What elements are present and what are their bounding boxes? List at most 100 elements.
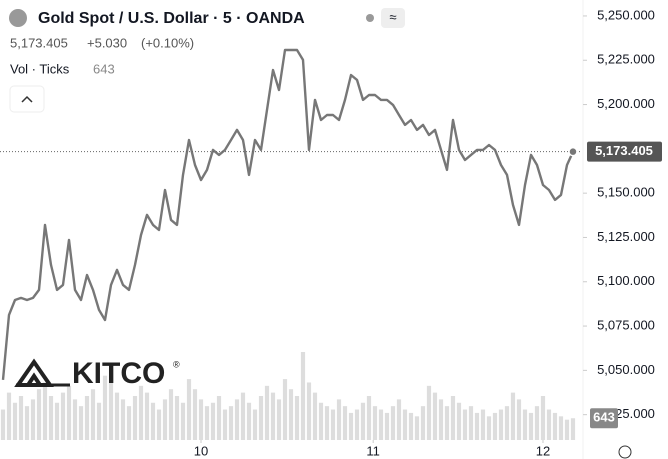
volume-bar	[138, 385, 144, 440]
watermark: KITCO ®	[14, 357, 180, 390]
volume-bar	[342, 406, 348, 440]
x-tick-label: 12	[536, 443, 550, 458]
registered-mark: ®	[173, 359, 180, 369]
volume-bar	[540, 396, 546, 440]
volume-bar	[516, 399, 522, 440]
price: 5,173.405	[10, 35, 68, 50]
volume-bar	[276, 399, 282, 440]
y-tick-label: 5,125.000	[597, 229, 655, 244]
volume-bar	[150, 402, 156, 440]
volume-bar	[198, 399, 204, 440]
volume-bar	[162, 399, 168, 440]
volume-bar	[30, 399, 36, 440]
volume-bar	[264, 385, 270, 440]
volume-bar	[456, 402, 462, 440]
volume-bar	[510, 392, 516, 440]
settings-icon[interactable]	[618, 445, 632, 459]
y-tick-label: 5,100.000	[597, 273, 655, 288]
status-dot	[366, 14, 374, 22]
volume-bar	[174, 396, 180, 440]
volume-bar	[42, 382, 48, 440]
volume-bar	[498, 409, 504, 440]
volume-bar	[234, 399, 240, 440]
volume-label: Vol · Ticks	[10, 61, 70, 76]
volume-bar	[210, 402, 216, 440]
volume-bar	[426, 385, 432, 440]
volume-bar	[132, 396, 138, 440]
y-tick-label: 5,200.000	[597, 96, 655, 111]
volume-bar	[288, 389, 294, 440]
volume-bar	[90, 389, 96, 440]
volume-bar	[318, 402, 324, 440]
volume-bar	[54, 402, 60, 440]
volume-bar	[486, 416, 492, 440]
y-tick-label: 5,050.000	[597, 362, 655, 377]
logo-icon	[14, 358, 54, 387]
volume-bar	[396, 399, 402, 440]
volume-bar	[6, 392, 12, 440]
x-tick-label: 10	[194, 443, 208, 458]
price-badge	[587, 141, 662, 162]
y-tick-label: 5,250.000	[597, 7, 655, 22]
volume-bar	[222, 409, 228, 440]
last-point	[568, 146, 578, 157]
volume-bar	[534, 406, 540, 440]
volume-bar	[60, 392, 66, 440]
volume-bar	[558, 416, 564, 440]
header: Gold Spot / U.S. Dollar · 5 · OANDA ≈ 5,…	[9, 8, 405, 113]
volume-bar	[324, 406, 330, 440]
volume-bar	[360, 402, 366, 440]
volume-bar	[492, 412, 498, 440]
volume-bar	[18, 396, 24, 440]
volume-bar	[246, 402, 252, 440]
volume-bar	[390, 406, 396, 440]
volume-bar	[330, 409, 336, 440]
x-tick-label: 11	[366, 443, 380, 458]
volume-bar	[240, 392, 246, 440]
volume-bar	[468, 406, 474, 440]
volume-value: 643	[93, 61, 115, 76]
volume-bar	[312, 392, 318, 440]
volume-bar	[78, 406, 84, 440]
volume-bar	[228, 406, 234, 440]
volume-bar	[48, 396, 54, 440]
volume-bar	[570, 418, 576, 440]
volume-bar	[432, 392, 438, 440]
volume-bar	[564, 419, 570, 440]
volume-bar	[402, 409, 408, 440]
volume-bar	[282, 379, 288, 440]
volume-bar	[372, 406, 378, 440]
volume-bar	[528, 412, 534, 440]
volume-bar	[24, 406, 30, 440]
volume-bar	[102, 375, 108, 440]
volume-bar	[462, 409, 468, 440]
volume-bar	[300, 352, 306, 440]
volume-bar	[384, 412, 390, 440]
volume-bar	[414, 416, 420, 440]
volume-bar	[192, 389, 198, 440]
volume-bar	[168, 389, 174, 440]
compare-button[interactable]	[381, 8, 405, 28]
volume-bar	[252, 409, 258, 440]
volume-bar	[72, 399, 78, 440]
volume-bar	[444, 406, 450, 440]
volume-bar	[366, 396, 372, 440]
volume-bar	[114, 392, 120, 440]
volume-bar	[180, 402, 186, 440]
volume-bar	[420, 406, 426, 440]
chevron-icon	[21, 95, 33, 103]
volume-bar	[522, 409, 528, 440]
volume-bar	[504, 406, 510, 440]
y-tick-label: 5,075.000	[597, 317, 655, 332]
volume-bar	[156, 409, 162, 440]
watermark-text: KITCO	[72, 357, 165, 390]
plot-area	[0, 0, 587, 459]
volume-bar	[306, 382, 312, 440]
volume-bar	[216, 396, 222, 440]
volume-bar	[258, 396, 264, 440]
y-tick-label: 5,225.000	[597, 52, 655, 67]
chart-title: Gold Spot / U.S. Dollar · 5 · OANDA	[38, 10, 305, 27]
collapse-button[interactable]	[9, 85, 45, 113]
volume-bar	[84, 396, 90, 440]
